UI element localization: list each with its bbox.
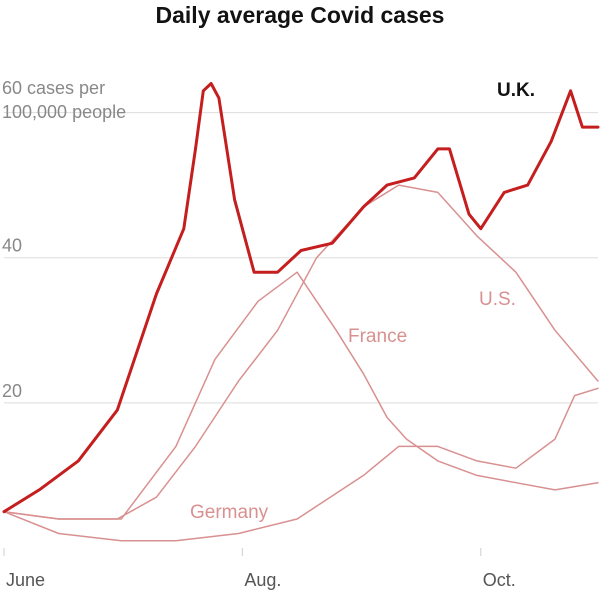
x-tick-label-aug: Aug. bbox=[244, 570, 281, 590]
chart-title: Daily average Covid cases bbox=[155, 2, 445, 28]
x-tick-label-june: June bbox=[6, 570, 45, 590]
axis-layer: 60 cases per 100,000 people June Aug. Oct. bbox=[2, 78, 516, 590]
series-line-france bbox=[3, 271, 599, 520]
series-line-germany bbox=[3, 387, 599, 542]
series-label-uk: U.K. bbox=[497, 80, 535, 101]
series-line-us bbox=[3, 184, 599, 520]
series-label-us: U.S. bbox=[479, 289, 516, 310]
series-label-germany: Germany bbox=[190, 502, 269, 523]
x-tick-label-oct: Oct. bbox=[483, 570, 516, 590]
y-tick-label-40: 40 bbox=[2, 236, 22, 256]
label-layer: U.K. U.S. France Germany bbox=[190, 80, 535, 523]
series-line-uk bbox=[2, 82, 600, 514]
series-layer bbox=[2, 82, 600, 542]
y-unit-label-line1: 60 cases per bbox=[2, 78, 105, 98]
y-tick-label-20: 20 bbox=[2, 381, 22, 401]
series-label-france: France bbox=[348, 326, 407, 347]
y-unit-label-line2: 100,000 people bbox=[2, 102, 126, 122]
